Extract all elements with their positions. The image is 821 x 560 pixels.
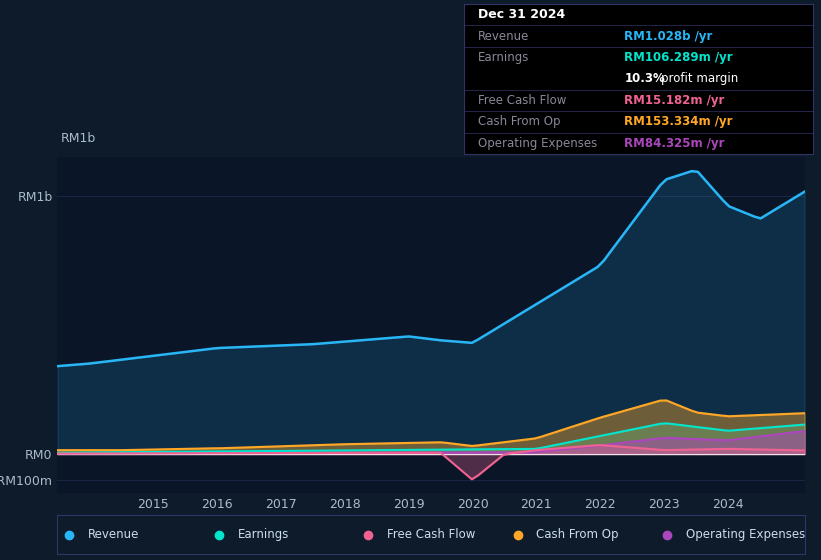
Text: Earnings: Earnings [478,51,530,64]
Text: RM15.182m /yr: RM15.182m /yr [624,94,725,107]
Text: RM106.289m /yr: RM106.289m /yr [624,51,733,64]
Text: profit margin: profit margin [661,72,738,86]
Text: Free Cash Flow: Free Cash Flow [478,94,566,107]
Text: Cash From Op: Cash From Op [478,115,560,128]
Text: 10.3%: 10.3% [624,72,665,86]
Text: Earnings: Earnings [237,528,289,542]
Text: Revenue: Revenue [88,528,140,542]
Text: Free Cash Flow: Free Cash Flow [387,528,475,542]
Text: RM153.334m /yr: RM153.334m /yr [624,115,733,128]
Text: Cash From Op: Cash From Op [536,528,619,542]
Text: RM1.028b /yr: RM1.028b /yr [624,30,713,43]
Text: Operating Expenses: Operating Expenses [478,137,597,150]
Text: Operating Expenses: Operating Expenses [686,528,805,542]
Text: RM1b: RM1b [62,132,96,145]
Text: Dec 31 2024: Dec 31 2024 [478,8,565,21]
Text: RM84.325m /yr: RM84.325m /yr [624,137,725,150]
Text: Revenue: Revenue [478,30,530,43]
